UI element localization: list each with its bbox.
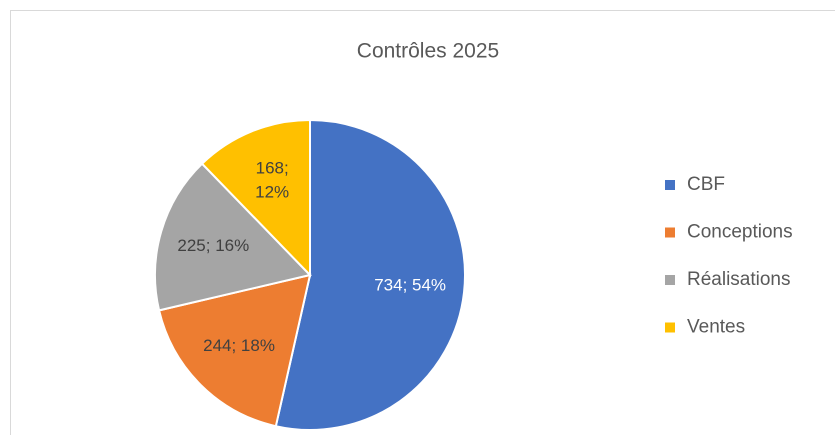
legend-swatch	[665, 275, 675, 285]
pie-slice	[200, 118, 311, 278]
legend-label: Ventes	[687, 317, 745, 338]
legend-label: Réalisations	[687, 269, 791, 290]
data-label: 225; 16%	[177, 236, 249, 255]
data-label: 244; 18%	[203, 336, 275, 355]
pie-slice	[274, 118, 466, 431]
data-label: 168; 12%	[255, 159, 289, 202]
legend-swatch	[665, 227, 675, 238]
pie-slice	[157, 273, 312, 428]
legend-label: CBF	[687, 174, 725, 195]
data-label: 734; 54%	[374, 276, 446, 295]
legend-swatch	[665, 180, 675, 190]
legend-swatch	[665, 322, 675, 333]
pie-slice	[154, 162, 312, 312]
legend-label: Conceptions	[687, 222, 793, 243]
chart-title: Contrôles 2025	[357, 40, 499, 63]
